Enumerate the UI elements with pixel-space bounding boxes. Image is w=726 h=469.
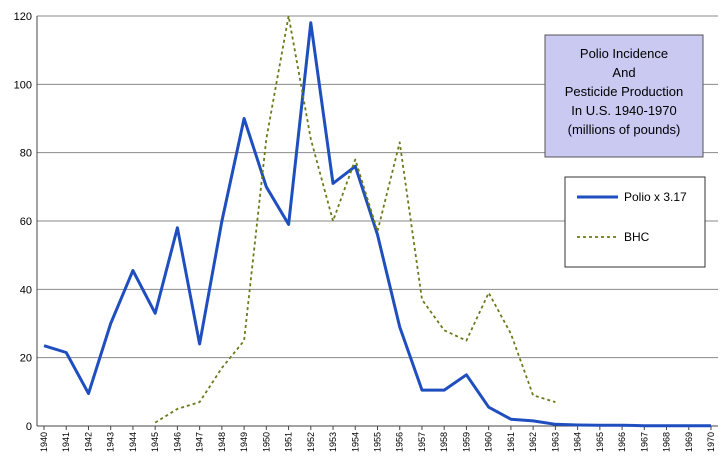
x-tick-label: 1940 (39, 432, 49, 452)
x-tick-label: 1956 (395, 432, 405, 452)
title-line: Pesticide Production (565, 84, 684, 99)
legend-label-polio: Polio x 3.17 (624, 190, 687, 204)
y-tick-label: 100 (14, 79, 32, 91)
y-tick-labels: 0 20 40 60 80 100 120 (14, 11, 32, 433)
series-lines (43, 15, 711, 428)
title-line: And (612, 65, 635, 80)
y-tick-label: 120 (14, 11, 32, 23)
x-tick-label: 1964 (573, 432, 583, 452)
x-tick-label: 1969 (684, 432, 694, 452)
x-tick-label: 1959 (461, 432, 471, 452)
x-tick-label: 1944 (128, 432, 138, 452)
title-line: In U.S. 1940-1970 (571, 103, 677, 118)
x-tick-labels: 1940 1941 1942 1943 1944 1945 1946 1947 1948 1949… (39, 432, 716, 452)
x-tick-label: 1958 (439, 432, 449, 452)
x-tick-label: 1945 (150, 432, 160, 452)
y-tick-label: 0 (26, 421, 32, 433)
x-tick-label: 1961 (506, 432, 516, 452)
x-tick-label: 1942 (83, 432, 93, 452)
y-tick-label: 20 (20, 353, 32, 365)
x-tick-label: 1968 (662, 432, 672, 452)
x-tick-label: 1950 (261, 432, 271, 452)
y-tick-label: 60 (20, 216, 32, 228)
x-tick-label: 1948 (217, 432, 227, 452)
title-line: (millions of pounds) (568, 122, 681, 137)
x-tick-label: 1954 (350, 432, 360, 452)
x-tick-label: 1970 (706, 432, 716, 452)
gridlines (37, 15, 718, 359)
x-tick-label: 1952 (306, 432, 316, 452)
x-tick-label: 1960 (484, 432, 494, 452)
x-tick-label: 1967 (639, 432, 649, 452)
x-tick-label: 1966 (617, 432, 627, 452)
x-tick-label: 1941 (61, 432, 71, 452)
y-tick-label: 40 (20, 284, 32, 296)
x-tick-label: 1947 (195, 432, 205, 452)
x-tick-label: 1962 (528, 432, 538, 452)
chart-title: Polio Incidence And Pesticide Production In… (565, 46, 684, 137)
title-box: Polio Incidence And Pesticide Production In… (544, 34, 704, 158)
x-tick-label: 1953 (328, 432, 338, 452)
x-tick-label: 1949 (239, 432, 249, 452)
x-tick-label: 1963 (550, 432, 560, 452)
x-tick-label: 1965 (595, 432, 605, 452)
x-tick-label: 1957 (417, 432, 427, 452)
legend: Polio x 3.17 BHC (564, 176, 706, 268)
series-line-polio (43, 21, 711, 428)
legend-box (564, 176, 706, 268)
title-line: Polio Incidence (580, 46, 668, 61)
series-line-bhc (154, 15, 556, 424)
x-tick-label: 1946 (172, 432, 182, 452)
legend-label-bhc: BHC (624, 230, 650, 244)
x-tick-label: 1951 (284, 432, 294, 452)
title-box-bg (544, 34, 704, 158)
x-tick-label: 1943 (106, 432, 116, 452)
x-tick-label: 1955 (373, 432, 383, 452)
y-tick-label: 80 (20, 148, 32, 160)
